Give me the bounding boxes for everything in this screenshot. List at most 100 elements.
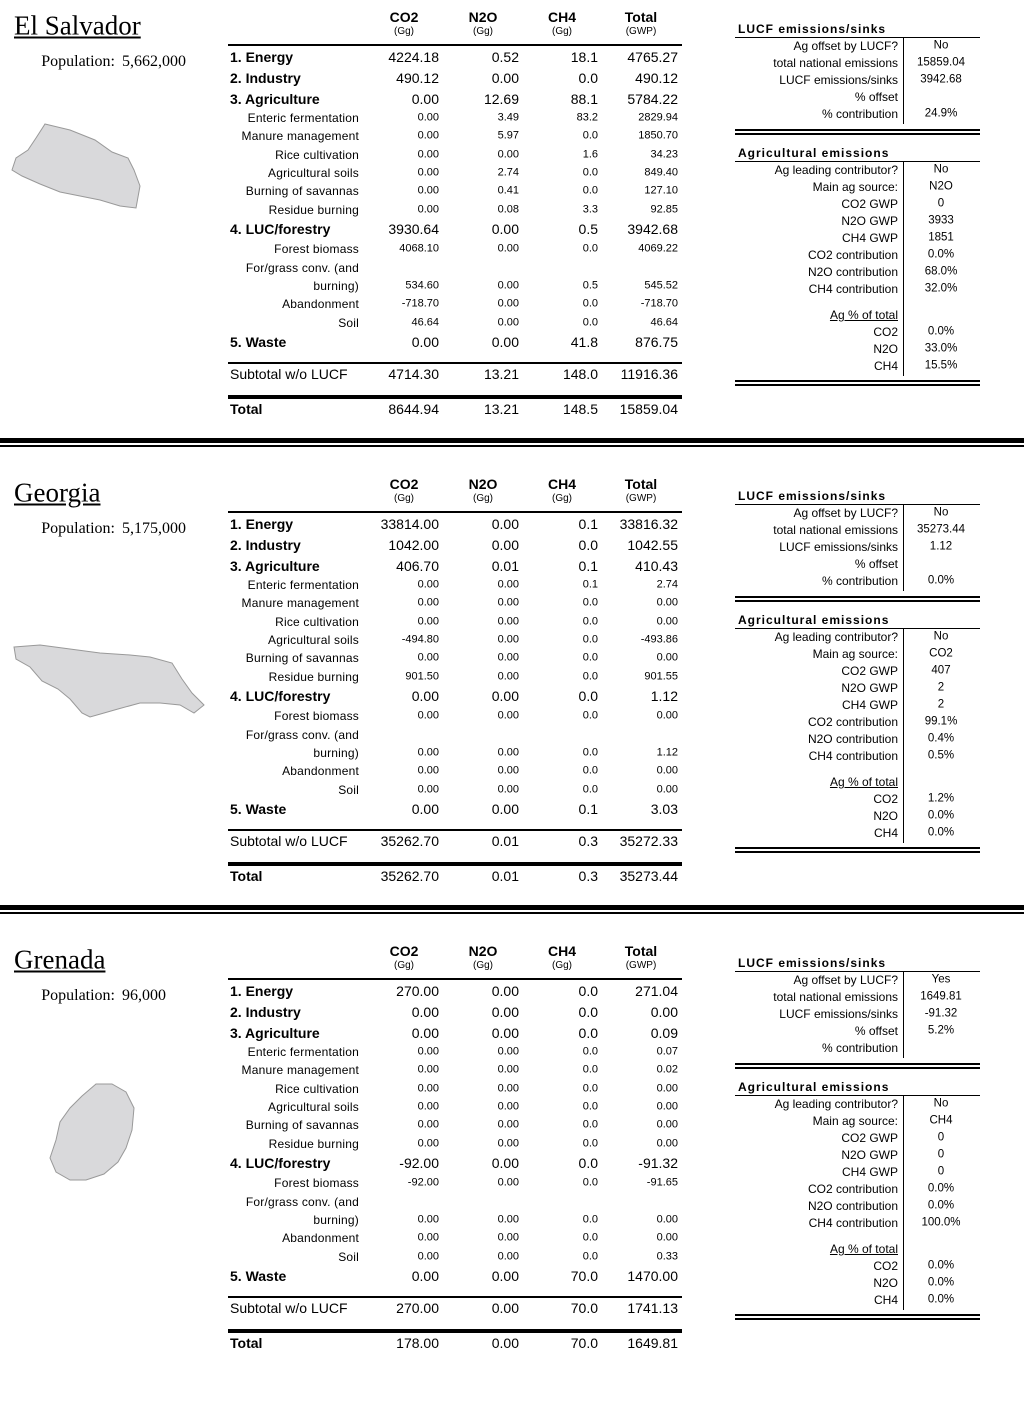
- panel-value: 0.0%: [927, 826, 955, 839]
- cell-value: 901.55: [644, 670, 678, 683]
- cell-value: 0.0: [582, 709, 598, 722]
- cell-value: 0.0: [582, 1118, 598, 1131]
- row-label: 3. Agriculture: [230, 557, 320, 574]
- panel-label: total national emissions: [773, 990, 898, 1004]
- cell-value: 3.03: [650, 801, 678, 818]
- cell-value: 0.0: [582, 596, 598, 609]
- cell-value: 0.00: [417, 709, 439, 722]
- panel-label: CO2 GWP: [841, 197, 898, 211]
- cell-value: 3.49: [497, 111, 519, 124]
- panel-label: Ag offset by LUCF?: [793, 39, 899, 53]
- cell-value: 1741.13: [627, 1300, 678, 1316]
- column-name: Total: [624, 9, 658, 25]
- panel-value: 99.1%: [924, 715, 958, 728]
- cell-value: 0.00: [491, 1003, 519, 1020]
- cell-value: 0.1: [578, 515, 598, 532]
- cell-value: 0.00: [656, 596, 678, 609]
- cell-value: 4069.22: [638, 242, 678, 255]
- row-label: For/grass conv. (and burning): [245, 1194, 359, 1227]
- cell-value: 88.1: [570, 90, 598, 107]
- cell-value: 0.1: [578, 557, 598, 574]
- cell-value: 34.23: [650, 148, 678, 161]
- cell-value: 0.00: [497, 1250, 519, 1263]
- country-map: [49, 1083, 135, 1181]
- cell-value: 0.00: [417, 651, 439, 664]
- cell-value: 178.00: [396, 1335, 439, 1351]
- rule: [228, 978, 682, 980]
- cell-value: 0.00: [411, 1024, 439, 1041]
- panel-value: 0.0%: [927, 1182, 955, 1195]
- cell-value: 0.00: [491, 515, 519, 532]
- panel-value: Yes: [931, 973, 951, 986]
- cell-value: 0.00: [656, 1213, 678, 1226]
- panel-value: 0: [937, 197, 945, 210]
- panel-label: CO2 GWP: [841, 1131, 898, 1145]
- cell-value: 0.00: [497, 764, 519, 777]
- country-section: El Salvador Population: 5,662,000 CO2 (Gg) N2…: [0, 0, 1024, 467]
- cell-value: -92.00: [407, 1176, 439, 1189]
- cell-value: 0.00: [491, 221, 519, 238]
- cell-value: 0.00: [417, 1063, 439, 1076]
- cell-value: 0.0: [582, 1176, 598, 1189]
- cell-value: 1042.55: [627, 536, 678, 553]
- panel-value: 0.0%: [927, 1276, 955, 1289]
- panel-value: 0.0%: [927, 809, 955, 822]
- column-unit: (Gg): [473, 493, 493, 504]
- column-name: CO2: [389, 943, 419, 959]
- panel-label: % offset: [854, 557, 898, 571]
- cell-value: 0.00: [656, 709, 678, 722]
- panel-value: 5.2%: [927, 1024, 955, 1037]
- rule: [735, 133, 980, 135]
- panel-value: No: [933, 506, 949, 519]
- cell-value: 545.52: [644, 279, 678, 292]
- panel-value: 0.0%: [927, 1259, 955, 1272]
- cell-value: 0.0: [578, 1024, 598, 1041]
- panel-label: N2O: [873, 1276, 898, 1290]
- panel-value: 35273.44: [917, 523, 965, 536]
- column-unit: (Gg): [552, 26, 572, 37]
- panel-label: total national emissions: [773, 523, 898, 537]
- row-label: 4. LUC/forestry: [230, 221, 331, 238]
- cell-value: 0.00: [497, 615, 519, 628]
- row-label: Forest biomass: [274, 241, 359, 256]
- column-name: Total: [624, 943, 658, 959]
- cell-value: 876.75: [635, 334, 678, 351]
- cell-value: 270.00: [396, 982, 439, 999]
- cell-value: 0.00: [656, 1118, 678, 1131]
- panel-value: 2: [937, 681, 945, 694]
- cell-value: 0.00: [417, 1250, 439, 1263]
- rule: [0, 445, 1024, 447]
- cell-value: 0.5: [578, 221, 598, 238]
- population-label: Population:: [41, 987, 115, 1004]
- rule: [228, 395, 682, 399]
- panel-label: total national emissions: [773, 56, 898, 70]
- cell-value: 0.01: [491, 557, 519, 574]
- panel-value: 24.9%: [924, 107, 958, 120]
- cell-value: 148.5: [562, 401, 598, 417]
- panel-value: 68.0%: [924, 265, 958, 278]
- rule: [903, 505, 904, 591]
- cell-value: 18.1: [570, 48, 598, 65]
- cell-value: 12.69: [483, 90, 519, 107]
- cell-value: 127.10: [644, 184, 678, 197]
- row-label: Abandonment: [282, 764, 359, 779]
- row-label: Agricultural soils: [268, 1100, 359, 1115]
- cell-value: 0.0: [582, 184, 598, 197]
- cell-value: 0.0: [582, 1100, 598, 1113]
- panel-value: 1.12: [929, 540, 953, 553]
- cell-value: 0.00: [417, 783, 439, 796]
- column-unit: (Gg): [394, 493, 414, 504]
- cell-value: 148.0: [562, 366, 598, 382]
- panel-label: N2O GWP: [841, 1148, 898, 1162]
- row-label: Forest biomass: [274, 708, 359, 723]
- cell-value: 0.00: [497, 1213, 519, 1226]
- rule: [735, 1095, 980, 1096]
- rule: [228, 829, 682, 831]
- cell-value: 0.00: [497, 279, 519, 292]
- row-label: 1. Energy: [230, 515, 294, 532]
- panel-value: 100.0%: [921, 1216, 961, 1229]
- cell-value: 0.00: [411, 334, 439, 351]
- cell-value: 0.07: [656, 1045, 678, 1058]
- cell-value: 0.00: [497, 316, 519, 329]
- rule: [903, 162, 904, 376]
